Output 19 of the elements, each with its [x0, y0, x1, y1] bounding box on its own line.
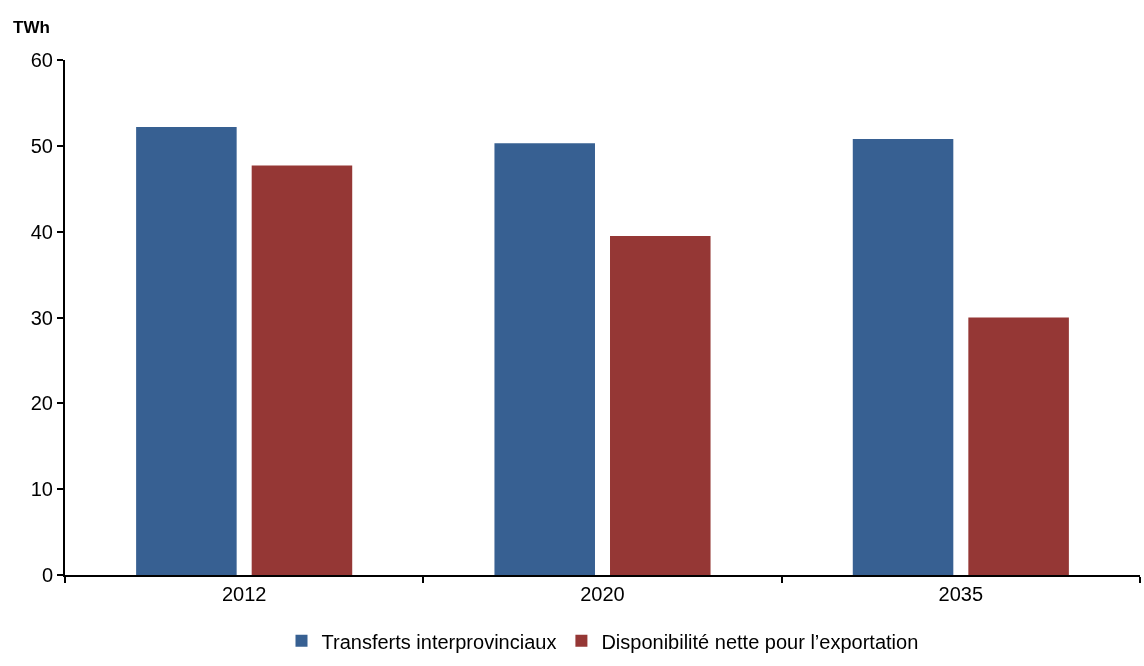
x-tick-label: 2020	[580, 583, 625, 605]
x-tick-label: 2035	[938, 583, 984, 605]
bar	[494, 143, 595, 575]
y-axis-title: TWh	[13, 18, 50, 37]
bar	[968, 317, 1069, 575]
y-tick-label: 30	[30, 306, 53, 329]
y-tick-label: 50	[30, 134, 53, 157]
x-tick-label: 2012	[221, 583, 267, 605]
y-tick-label: 20	[30, 392, 53, 415]
bar	[852, 138, 954, 575]
y-tick-label: 0	[41, 564, 53, 586]
legend-label: Transferts interprovinciaux	[321, 630, 557, 653]
bar	[251, 165, 353, 575]
y-tick-label: 40	[30, 220, 53, 243]
bar	[610, 235, 711, 575]
y-tick-label: 10	[30, 478, 53, 501]
legend-label: Disponibilité nette pour l’exportation	[601, 630, 919, 653]
y-tick-label: 60	[30, 49, 53, 71]
bar	[136, 126, 237, 575]
